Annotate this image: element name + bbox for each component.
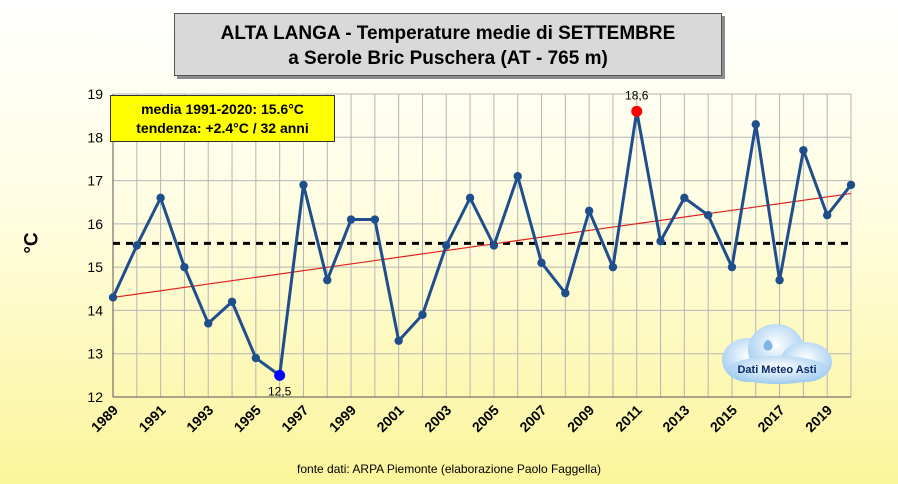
title-line-2: a Serole Bric Puschera (AT - 765 m) (288, 48, 608, 69)
data-point (251, 353, 261, 363)
grid (112, 93, 852, 398)
data-point (608, 262, 618, 272)
data-point (727, 262, 737, 272)
data-point (418, 310, 427, 319)
data-point (799, 146, 808, 155)
source-note: fonte dati: ARPA Piemonte (elaborazione … (297, 462, 601, 476)
data-point (489, 241, 499, 250)
data-point (442, 241, 451, 250)
data-point (822, 211, 832, 220)
data-labels: 18,6 12,5 (268, 88, 649, 398)
data-point (108, 293, 118, 302)
y-axis-label: °C (21, 232, 43, 254)
data-points (108, 105, 856, 381)
trend-line (112, 192, 852, 299)
data-point (846, 180, 856, 190)
cloud-icon (722, 324, 832, 384)
y-tick-label: 16 (87, 216, 103, 232)
data-point (370, 215, 380, 224)
x-tick-label: 1997 (278, 402, 311, 435)
x-tick-label: 2009 (564, 402, 597, 435)
data-point (656, 236, 665, 246)
y-tick-label: 18 (87, 129, 103, 145)
data-point (156, 193, 165, 203)
data-point (227, 297, 237, 306)
y-tick-label: 15 (87, 259, 103, 275)
data-point (465, 193, 475, 203)
y-tick-label: 17 (87, 173, 103, 189)
data-label: 18,6 (625, 88, 649, 102)
x-tick-label: 2005 (469, 402, 502, 435)
x-tick-label: 1989 (88, 402, 121, 435)
logo: Dati Meteo Asti (718, 320, 836, 388)
info-box: media 1991-2020: 15.6°C tendenza: +2.4°C… (110, 95, 335, 142)
y-tick-label: 12 (87, 389, 103, 405)
x-tick-label: 2001 (373, 402, 406, 435)
x-tick-label: 2003 (421, 402, 454, 435)
data-point (132, 241, 142, 250)
x-tick-label: 2013 (659, 402, 692, 435)
title-line-1: ALTA LANGA - Temperature medie di SETTEM… (220, 23, 676, 44)
data-point (323, 275, 332, 285)
data-point (394, 336, 403, 345)
data-point (775, 275, 784, 285)
x-tick-label: 2019 (802, 402, 835, 435)
info-mean: media 1991-2020: 15.6°C (141, 101, 304, 117)
x-tick-label: 2017 (754, 402, 787, 435)
data-point (631, 105, 643, 117)
data-point (180, 262, 189, 272)
y-tick-label: 13 (87, 346, 103, 362)
logo-text: Dati Meteo Asti (737, 364, 817, 376)
x-tick-label: 2015 (707, 402, 740, 435)
data-point (274, 369, 286, 381)
y-tick-label: 14 (87, 302, 103, 318)
data-point (513, 172, 522, 181)
data-point (537, 258, 546, 268)
data-point (680, 193, 689, 203)
y-tick-label: 19 (87, 86, 103, 102)
data-point (584, 206, 594, 216)
info-trend: tendenza: +2.4°C / 32 anni (136, 120, 309, 136)
data-label: 12,5 (268, 384, 292, 398)
data-point (703, 211, 713, 220)
data-point (751, 120, 760, 129)
x-tick-label: 1995 (231, 402, 264, 435)
x-tick-label: 2011 (612, 402, 645, 435)
x-tick-label: 1993 (183, 402, 216, 435)
data-point (561, 288, 570, 298)
x-tick-label: 1991 (135, 402, 168, 435)
x-tick-label: 2007 (516, 402, 549, 435)
data-point (299, 180, 308, 190)
data-point (204, 319, 213, 328)
series-line (111, 109, 853, 377)
x-tick-label: 1999 (326, 402, 359, 435)
chart-title: ALTA LANGA - Temperature medie di SETTEM… (174, 13, 722, 76)
data-point (346, 215, 356, 224)
